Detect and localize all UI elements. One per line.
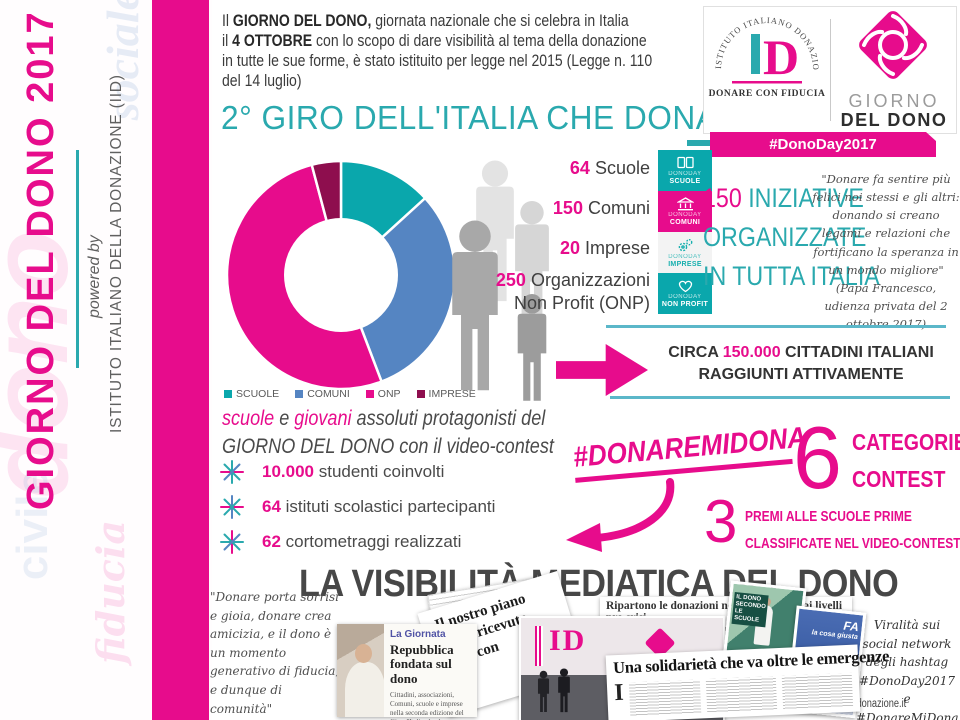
legend-swatch: [295, 390, 304, 398]
gdd-word-del-dono: DEL DONO: [840, 110, 948, 130]
papa-francesco-quote: "Donare fa sentire più felici noi stessi…: [812, 170, 960, 333]
logos-box: ISTITUTO ITALIANO DONAZIONE D DONARE CON…: [700, 0, 957, 134]
organization-name-vertical: ISTITUTO ITALIANO DELLA DONAZIONE (IID): [108, 74, 125, 433]
watermark-word: fiducia: [88, 520, 133, 665]
badge-scuole: DONODAY SCUOLE: [658, 150, 712, 191]
bank-icon: [676, 197, 694, 211]
backdrop-stripes: [535, 626, 543, 666]
curved-arrow-icon: [566, 478, 675, 552]
donut-chart: [222, 156, 460, 394]
legend-swatch: [224, 390, 232, 398]
prizes-label: PREMI ALLE SCUOLE PRIME CLASSIFICATE NEL…: [745, 508, 960, 552]
clipping-headline: Repubblica fondata sul dono: [390, 642, 454, 686]
category-badges: DONODAY SCUOLE DONODAY COMUNI DONODAY IM…: [658, 150, 712, 314]
stat-comuni: 150 Comuni: [552, 198, 650, 218]
tv-caption: FA la cosa giusta: [811, 618, 860, 641]
legend-item: SCUOLE: [224, 388, 279, 400]
page-title: 2° GIRO DELL'ITALIA CHE DONA: [221, 99, 718, 136]
legend-item: ONP: [365, 388, 401, 400]
contest-stat-cortometraggi: 62 cortometraggi realizzati: [220, 530, 461, 554]
drop-cap: I: [613, 679, 625, 707]
event-title-vertical: GIORNO DEL DONO 2017: [20, 10, 62, 510]
stat-scuole: 64 Scuole: [569, 158, 650, 178]
categories-number: 6: [793, 408, 842, 507]
intro-paragraph: Il GIORNO DEL DONO, giornata nazionale c…: [222, 12, 653, 90]
stat-imprese: 20 Imprese: [559, 238, 650, 258]
contest-stat-istituti: 64 istituti scolastici partecipanti: [220, 495, 495, 519]
asterisk-icon: [220, 460, 244, 484]
legend-item: COMUNI: [295, 388, 350, 400]
chart-legend: SCUOLE COMUNI ONP IMPRESE: [224, 388, 476, 400]
magenta-bar: [152, 0, 209, 720]
book-icon: [676, 156, 694, 169]
giorno-del-dono-logo: GIORNO DEL DONO: [834, 7, 954, 133]
social-virality-note: Viralità sui social network degli hashta…: [856, 618, 959, 720]
mattarella-quote: "Donare porta sorrisi e gioia, donare cr…: [210, 588, 340, 720]
legend-item: IMPRESE: [416, 388, 476, 400]
protagonists-heading: scuole e giovani assoluti protagonisti d…: [222, 406, 554, 458]
backdrop-id-logo: ID: [549, 624, 587, 657]
knot-icon: [862, 14, 924, 76]
badge-comuni: DONODAY COMUNI: [658, 191, 712, 232]
gdd-word-giorno: GIORNO: [848, 91, 940, 111]
categories-label: CATEGORIE CONTEST: [852, 429, 960, 492]
tv-caption: IL DONO SECONDO LE SCUOLE: [731, 591, 769, 627]
legend-swatch: [365, 390, 374, 398]
vertical-divider: [76, 150, 79, 368]
badge-non-profit: DONODAY NON PROFIT: [658, 273, 712, 314]
powered-by-label: powered by: [86, 235, 103, 318]
pope-photo: [337, 624, 384, 717]
contest-stat-studenti: 10.000 studenti coinvolti: [220, 460, 444, 484]
clipping-kicker: La Giornata: [390, 629, 446, 640]
clipping-body: Cittadini, associazioni, Comuni, scuole …: [390, 690, 464, 720]
asterisk-icon: [220, 530, 244, 554]
reach-callout: CIRCA 150.000 CITTADINI ITALIANI RAGGIUN…: [668, 344, 934, 384]
heart-icon: [678, 280, 692, 293]
newspaper-clipping-la-giornata: La Giornata Repubblica fondata sul dono …: [337, 624, 477, 720]
stat-onp: 250 Organizzazioni Non Profit (ONP): [495, 270, 650, 314]
initiatives-callout: 150 INIZIATIVE ORGANIZZATE IN TUTTA ITAL…: [703, 183, 880, 291]
iid-letter-d: D: [763, 29, 799, 85]
asterisk-icon: [220, 495, 244, 519]
prizes-number: 3: [704, 488, 738, 555]
iid-tagline: DONARE CON FIDUCIA: [709, 89, 826, 99]
logo-divider: [830, 19, 831, 121]
teal-divider: [606, 325, 946, 328]
iid-logo: ISTITUTO ITALIANO DONAZIONE D DONARE CON…: [700, 0, 826, 99]
left-sidebar: dono sociale civile fiducia GIORNO DEL D…: [0, 0, 212, 720]
newspaper-clipping-solidarieta: Una solidarietà che va oltre le emergenz…: [605, 644, 889, 720]
iid-letter-i: [751, 34, 760, 74]
legend-swatch: [416, 390, 425, 398]
teal-divider: [610, 396, 950, 399]
donoday-ribbon: #DonoDay2017: [710, 132, 936, 157]
badge-imprese: DONODAY IMPRESE: [658, 232, 712, 273]
gears-icon: [678, 238, 692, 251]
title-underline-mark: [687, 140, 710, 146]
